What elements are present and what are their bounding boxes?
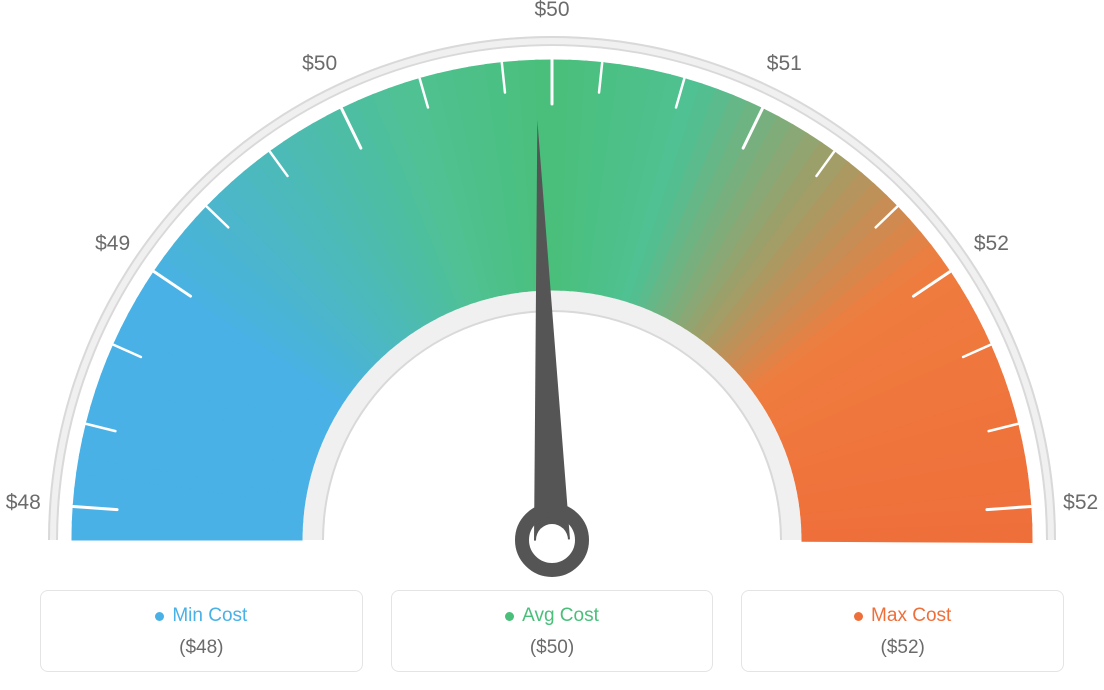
gauge-tick-label: $51: [767, 52, 802, 76]
legend-value: ($48): [41, 637, 362, 659]
gauge-tick-label: $52: [974, 232, 1009, 256]
gauge-svg: [0, 0, 1104, 580]
legend-row: Min Cost ($48) Avg Cost ($50) Max Cost (…: [40, 590, 1064, 672]
gauge-tick-label: $50: [302, 52, 337, 76]
legend-value: ($50): [392, 637, 713, 659]
legend-card-min: Min Cost ($48): [40, 590, 363, 672]
legend-card-avg: Avg Cost ($50): [391, 590, 714, 672]
legend-card-max: Max Cost ($52): [741, 590, 1064, 672]
legend-label: Max Cost: [871, 605, 951, 627]
gauge-tick-label: $52: [1063, 491, 1098, 515]
legend-title-avg: Avg Cost: [505, 605, 599, 627]
legend-label: Min Cost: [172, 605, 247, 627]
legend-value: ($52): [742, 637, 1063, 659]
legend-title-max: Max Cost: [854, 605, 951, 627]
dot-icon: [505, 612, 514, 621]
gauge-tick-label: $50: [534, 0, 569, 22]
cost-gauge: $48 $49 $50 $50 $51 $52 $52: [0, 0, 1104, 580]
dot-icon: [854, 612, 863, 621]
gauge-tick-label: $48: [6, 491, 41, 515]
dot-icon: [155, 612, 164, 621]
gauge-tick-label: $49: [95, 232, 130, 256]
legend-label: Avg Cost: [522, 605, 599, 627]
legend-title-min: Min Cost: [155, 605, 247, 627]
